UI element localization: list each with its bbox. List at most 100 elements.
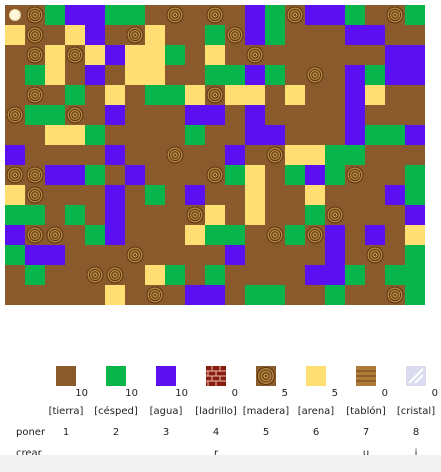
dirt-tile[interactable]	[165, 25, 185, 45]
dirt-tile[interactable]	[165, 205, 185, 225]
dirt-tile[interactable]	[325, 85, 345, 105]
dirt-tile[interactable]	[25, 285, 45, 305]
sand-tile[interactable]	[85, 45, 105, 65]
dirt-tile[interactable]	[285, 125, 305, 145]
dirt-tile[interactable]	[45, 205, 65, 225]
sand-tile[interactable]	[65, 25, 85, 45]
dirt-tile[interactable]	[305, 85, 325, 105]
grass-tile[interactable]	[325, 285, 345, 305]
dirt-tile[interactable]	[385, 245, 405, 265]
wood-tile[interactable]	[85, 265, 105, 285]
water-tile[interactable]	[65, 5, 85, 25]
dirt-tile[interactable]	[45, 25, 65, 45]
dirt-tile[interactable]	[205, 145, 225, 165]
sand-tile[interactable]	[185, 225, 205, 245]
wood-tile[interactable]	[305, 65, 325, 85]
dirt-tile[interactable]	[45, 145, 65, 165]
grass-tile[interactable]	[185, 125, 205, 145]
wood-tile[interactable]	[125, 25, 145, 45]
dirt-tile[interactable]	[365, 205, 385, 225]
grass-tile[interactable]	[145, 185, 165, 205]
dirt-tile[interactable]	[105, 25, 125, 45]
grass-tile[interactable]	[285, 225, 305, 245]
dirt-tile[interactable]	[5, 265, 25, 285]
dirt-tile[interactable]	[405, 145, 425, 165]
grass-tile[interactable]	[145, 85, 165, 105]
dirt-tile[interactable]	[285, 185, 305, 205]
dirt-tile[interactable]	[265, 205, 285, 225]
wood-tile[interactable]	[145, 285, 165, 305]
sand-tile[interactable]	[245, 165, 265, 185]
dirt-tile[interactable]	[125, 265, 145, 285]
dirt-tile[interactable]	[385, 145, 405, 165]
grass-tile[interactable]	[65, 85, 85, 105]
grass-tile[interactable]	[25, 105, 45, 125]
dirt-tile[interactable]	[265, 45, 285, 65]
inventory-item-cristal[interactable]: 0 [cristal] 8 i	[386, 366, 441, 466]
water-tile[interactable]	[405, 65, 425, 85]
dirt-tile[interactable]	[305, 125, 325, 145]
dirt-tile[interactable]	[165, 225, 185, 245]
grass-tile[interactable]	[385, 265, 405, 285]
wood-tile[interactable]	[365, 245, 385, 265]
grass-tile[interactable]	[45, 105, 65, 125]
dirt-tile[interactable]	[105, 125, 125, 145]
dirt-tile[interactable]	[125, 225, 145, 245]
wood-tile[interactable]	[205, 5, 225, 25]
dirt-tile[interactable]	[125, 145, 145, 165]
dirt-tile[interactable]	[345, 185, 365, 205]
grass-tile[interactable]	[165, 85, 185, 105]
inventory-item-cesped[interactable]: 10 [césped] 2	[86, 366, 146, 466]
wood-tile[interactable]	[25, 185, 45, 205]
dirt-tile[interactable]	[65, 185, 85, 205]
dirt-tile[interactable]	[325, 25, 345, 45]
sand-tile[interactable]	[305, 185, 325, 205]
water-tile[interactable]	[245, 125, 265, 145]
dirt-tile[interactable]	[225, 5, 245, 25]
dirt-tile[interactable]	[165, 125, 185, 145]
grass-tile[interactable]	[405, 285, 425, 305]
water-tile[interactable]	[265, 125, 285, 145]
dirt-tile[interactable]	[105, 245, 125, 265]
dirt-tile[interactable]	[225, 285, 245, 305]
dirt-tile[interactable]	[85, 185, 105, 205]
dirt-tile[interactable]	[45, 265, 65, 285]
dirt-tile[interactable]	[305, 105, 325, 125]
dirt-tile[interactable]	[165, 285, 185, 305]
grass-tile[interactable]	[85, 125, 105, 145]
dirt-tile[interactable]	[265, 265, 285, 285]
wood-tile[interactable]	[285, 5, 305, 25]
wood-tile[interactable]	[185, 205, 205, 225]
sand-tile[interactable]	[405, 225, 425, 245]
grass-tile[interactable]	[365, 65, 385, 85]
grass-tile[interactable]	[125, 5, 145, 25]
dirt-tile[interactable]	[85, 205, 105, 225]
grass-tile[interactable]	[405, 245, 425, 265]
inventory-item-agua[interactable]: 10 [agua] 3	[136, 366, 196, 466]
water-tile[interactable]	[325, 245, 345, 265]
water-tile[interactable]	[365, 25, 385, 45]
water-tile[interactable]	[245, 105, 265, 125]
wood-tile[interactable]	[65, 105, 85, 125]
grass-tile[interactable]	[325, 165, 345, 185]
dirt-tile[interactable]	[165, 105, 185, 125]
dirt-tile[interactable]	[165, 245, 185, 265]
wood-tile[interactable]	[125, 245, 145, 265]
inventory-item-arena[interactable]: 5 [arena] 6	[286, 366, 346, 466]
wood-tile[interactable]	[305, 225, 325, 245]
water-tile[interactable]	[245, 5, 265, 25]
water-tile[interactable]	[345, 85, 365, 105]
water-tile[interactable]	[185, 185, 205, 205]
dirt-tile[interactable]	[185, 265, 205, 285]
dirt-tile[interactable]	[285, 265, 305, 285]
dirt-tile[interactable]	[245, 225, 265, 245]
dirt-tile[interactable]	[125, 185, 145, 205]
water-tile[interactable]	[405, 45, 425, 65]
wood-tile[interactable]	[25, 165, 45, 185]
dirt-tile[interactable]	[145, 245, 165, 265]
dirt-tile[interactable]	[145, 125, 165, 145]
inventory-item-tablon[interactable]: 0 [tablón] 7 u	[336, 366, 396, 466]
dirt-tile[interactable]	[85, 145, 105, 165]
water-tile[interactable]	[325, 265, 345, 285]
dirt-tile[interactable]	[205, 185, 225, 205]
